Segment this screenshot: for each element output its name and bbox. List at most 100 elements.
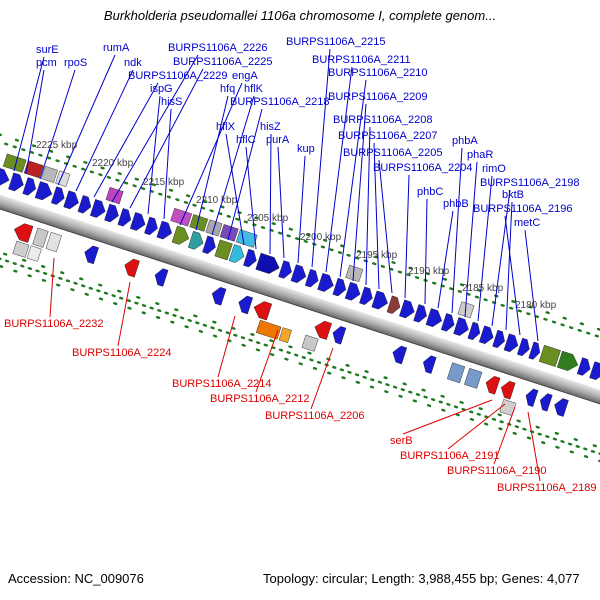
gene-arrow[interactable]	[440, 313, 457, 333]
gene-arrow[interactable]	[371, 290, 391, 311]
gene-arrow[interactable]	[187, 230, 206, 251]
gene-arrow[interactable]	[117, 208, 134, 228]
gene-arrow[interactable]	[344, 281, 363, 302]
gene-arrow[interactable]	[464, 368, 483, 389]
gene-label-top[interactable]: BURPS1106A_2209	[328, 91, 427, 103]
gene-arrow[interactable]	[478, 325, 496, 346]
gene-arrow[interactable]	[251, 299, 273, 321]
gene-label-top[interactable]: BURPS1106A_2218	[230, 96, 329, 108]
gene-arrow[interactable]	[278, 327, 292, 344]
gene-label-top[interactable]: rumA	[103, 42, 130, 54]
gene-arrow[interactable]	[23, 160, 44, 179]
gene-arrow[interactable]	[359, 286, 375, 307]
gene-arrow[interactable]	[89, 199, 108, 219]
gene-arrow[interactable]	[2, 153, 27, 173]
gene-arrow[interactable]	[386, 295, 403, 316]
gene-arrow[interactable]	[528, 341, 543, 361]
gene-arrow[interactable]	[209, 285, 227, 306]
gene-label-top[interactable]: phbC	[417, 186, 443, 198]
gene-label-top[interactable]: engA	[232, 70, 258, 82]
gene-arrow[interactable]	[467, 321, 483, 341]
gene-arrow[interactable]	[171, 225, 192, 247]
gene-arrow[interactable]	[170, 208, 192, 227]
gene-arrow[interactable]	[255, 252, 282, 276]
gene-label-bottom[interactable]: BURPS1106A_2214	[172, 378, 271, 390]
gene-arrow[interactable]	[219, 224, 239, 242]
gene-label-top[interactable]: BURPS1106A_2208	[333, 114, 432, 126]
gene-arrow[interactable]	[45, 232, 62, 253]
gene-arrow[interactable]	[499, 379, 516, 400]
gene-label-top[interactable]: pcm	[36, 57, 57, 69]
gene-arrow[interactable]	[12, 240, 30, 258]
gene-arrow[interactable]	[255, 319, 282, 340]
gene-arrow[interactable]	[576, 357, 593, 378]
gene-arrow[interactable]	[523, 387, 539, 407]
gene-arrow[interactable]	[34, 181, 55, 202]
gene-arrow[interactable]	[50, 186, 67, 207]
gene-label-top[interactable]: BURPS1106A_2210	[328, 67, 427, 79]
gene-arrow[interactable]	[243, 248, 259, 269]
gene-label-top[interactable]: BURPS1106A_2225	[173, 56, 272, 68]
gene-label-bottom[interactable]: BURPS1106A_2189	[497, 482, 596, 494]
gene-label-top[interactable]: hisZ	[260, 121, 281, 133]
gene-arrow[interactable]	[156, 220, 175, 241]
gene-arrow[interactable]	[228, 244, 247, 264]
gene-arrow[interactable]	[144, 216, 160, 237]
gene-label-top[interactable]: BURPS1106A_2204	[373, 162, 472, 174]
gene-arrow[interactable]	[304, 268, 321, 289]
gene-arrow[interactable]	[63, 190, 82, 211]
gene-label-top[interactable]: BURPS1106A_2211	[312, 54, 411, 66]
gene-arrow[interactable]	[499, 399, 517, 416]
gene-arrow[interactable]	[390, 344, 408, 365]
gene-label-top[interactable]: BURPS1106A_2198	[480, 177, 579, 189]
gene-arrow[interactable]	[82, 244, 99, 265]
gene-arrow[interactable]	[202, 235, 218, 256]
gene-arrow[interactable]	[32, 227, 49, 248]
gene-arrow[interactable]	[503, 333, 521, 354]
gene-arrow[interactable]	[425, 308, 445, 328]
gene-arrow[interactable]	[399, 299, 417, 320]
gene-label-bottom[interactable]: serB	[390, 435, 413, 447]
gene-label-top[interactable]: BURPS1106A_2215	[286, 36, 385, 48]
gene-arrow[interactable]	[40, 165, 58, 183]
gene-arrow[interactable]	[77, 195, 94, 215]
gene-arrow[interactable]	[330, 325, 347, 345]
gene-arrow[interactable]	[26, 245, 42, 262]
gene-label-bottom[interactable]: BURPS1106A_2206	[265, 410, 364, 422]
gene-label-top[interactable]: bktB	[502, 189, 524, 201]
gene-arrow[interactable]	[345, 264, 364, 283]
gene-label-bottom[interactable]: BURPS1106A_2191	[400, 450, 499, 462]
gene-arrow[interactable]	[301, 334, 319, 352]
gene-arrow[interactable]	[104, 203, 121, 224]
gene-label-top[interactable]: phbB	[443, 198, 469, 210]
gene-arrow[interactable]	[538, 344, 561, 367]
gene-label-top[interactable]: hflK	[244, 83, 264, 95]
gene-arrow[interactable]	[189, 214, 209, 232]
gene-arrow[interactable]	[129, 212, 148, 232]
gene-arrow[interactable]	[589, 361, 600, 382]
gene-arrow[interactable]	[413, 304, 430, 324]
gene-label-top[interactable]: metC	[514, 217, 540, 229]
gene-arrow[interactable]	[0, 166, 12, 188]
gene-label-top[interactable]: ispG	[150, 83, 173, 95]
gene-label-bottom[interactable]: BURPS1106A_2232	[4, 318, 103, 330]
gene-arrow[interactable]	[552, 397, 569, 417]
gene-arrow[interactable]	[538, 392, 553, 412]
gene-label-bottom[interactable]: BURPS1106A_2190	[447, 465, 546, 477]
gene-label-top[interactable]: BURPS1106A_2226	[168, 42, 267, 54]
gene-label-top[interactable]: ndk	[124, 57, 142, 69]
gene-arrow[interactable]	[214, 239, 233, 261]
gene-arrow[interactable]	[8, 172, 26, 193]
gene-label-top[interactable]: surE	[36, 44, 59, 56]
gene-label-top[interactable]: BURPS1106A_2229	[128, 70, 227, 82]
gene-arrow[interactable]	[453, 317, 472, 337]
gene-arrow[interactable]	[236, 294, 254, 315]
gene-label-top[interactable]: hflX	[216, 121, 236, 133]
gene-label-top[interactable]: hfq	[220, 83, 235, 95]
gene-arrow[interactable]	[12, 221, 34, 243]
gene-label-top[interactable]: phaR	[467, 149, 493, 161]
gene-label-top[interactable]: BURPS1106A_2207	[338, 130, 437, 142]
gene-arrow[interactable]	[312, 319, 332, 340]
gene-arrow[interactable]	[332, 277, 349, 298]
gene-label-top[interactable]: purA	[266, 134, 290, 146]
